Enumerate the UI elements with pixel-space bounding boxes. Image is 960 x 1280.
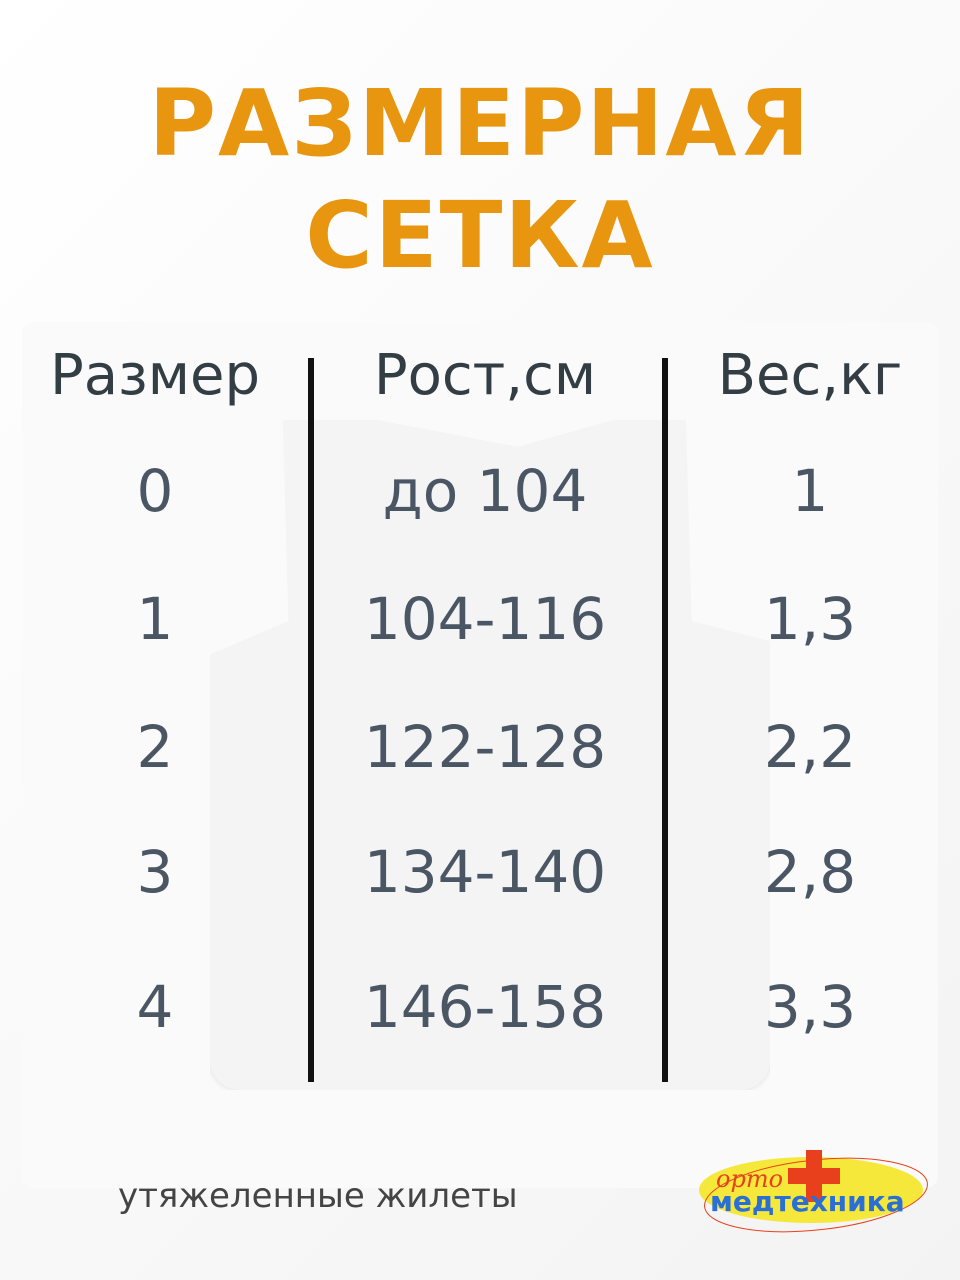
cell-height: 146-158 [363,973,607,1041]
cell-height: 122-128 [363,713,607,781]
cell-height: 134-140 [363,838,607,906]
header-weight: Вес,кг [717,343,903,408]
header-size: Размер [49,343,261,408]
cell-weight: 3,3 [763,973,857,1041]
footer-caption: утяжеленные жилеты [118,1176,518,1216]
logo-bottom-text: медтехника [710,1185,905,1218]
cell-size: 1 [136,585,174,653]
ortomedtechnika-logo: орто медтехника [699,1150,928,1233]
cell-size: 3 [136,838,174,906]
cell-weight: 1,3 [763,585,857,653]
cell-height: 104-116 [363,585,607,653]
cell-weight: 2,2 [763,713,857,781]
header-height: Рост,см [373,343,597,408]
cell-height: до 104 [382,457,588,525]
cell-weight: 2,8 [763,838,857,906]
title-line-2: СЕТКА [305,182,655,289]
column-divider [308,358,314,1082]
cell-size: 0 [136,457,174,525]
cell-weight: 1 [791,457,829,525]
title-line-1: РАЗМЕРНАЯ [148,70,812,177]
cell-size: 4 [136,973,174,1041]
cell-size: 2 [136,713,174,781]
logo-top-text: орто [716,1165,783,1193]
vest-image [210,420,770,1090]
column-divider [662,358,668,1082]
